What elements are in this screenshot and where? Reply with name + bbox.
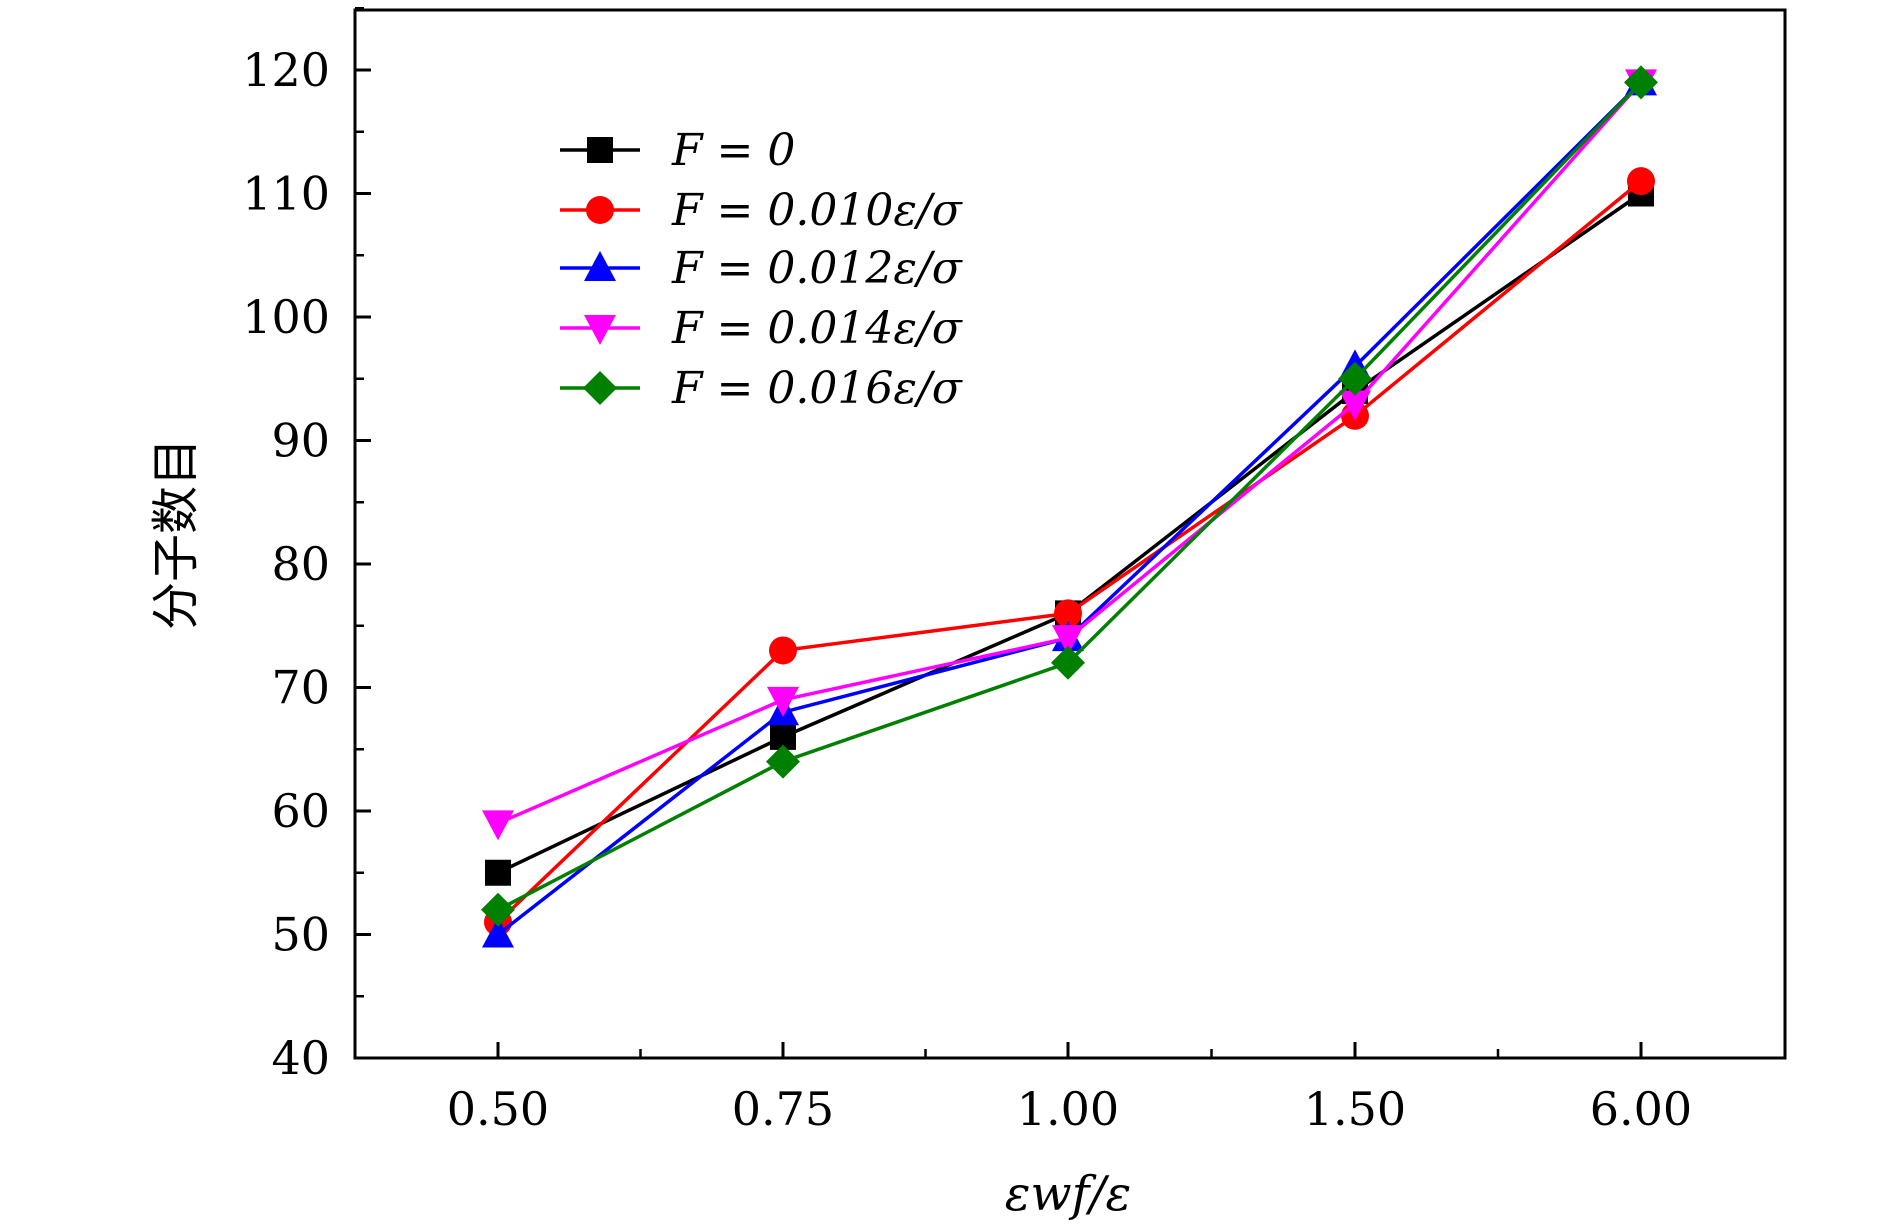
legend-marker [584, 251, 616, 281]
y-tick-label: 90 [271, 414, 330, 468]
series-line [497, 192, 1642, 875]
legend-label: F = 0.010ε/σ [671, 185, 964, 236]
series-1 [485, 180, 1654, 886]
x-tick-label: 6.00 [1590, 1082, 1692, 1136]
data-point [1338, 361, 1372, 396]
data-point [1339, 390, 1371, 421]
legend-marker [584, 315, 616, 345]
series-layer [481, 65, 1658, 948]
x-axis-title: εwf/ε [1005, 1166, 1132, 1222]
y-tick-label: 110 [242, 167, 330, 221]
x-tick-label: 0.50 [447, 1082, 549, 1136]
series-line [497, 81, 1643, 825]
series-3 [482, 65, 1657, 948]
series-2 [484, 167, 1655, 937]
legend-item-4: F = 0.014ε/σ [560, 303, 964, 354]
y-tick-label: 70 [271, 661, 330, 715]
legend-item-5: F = 0.016ε/σ [560, 363, 964, 414]
legend-marker [587, 137, 613, 163]
data-point [767, 686, 799, 717]
plot-frame [353, 8, 1787, 1060]
y-tick-label: 100 [242, 290, 330, 344]
series-5 [481, 65, 1658, 927]
series-line [496, 179, 1643, 924]
y-tick-label: 40 [271, 1031, 330, 1085]
series-line [496, 81, 1643, 936]
data-point [1051, 645, 1085, 680]
legend-label: F = 0.014ε/σ [671, 303, 964, 354]
series-4 [482, 69, 1657, 841]
x-tick-label: 1.50 [1304, 1082, 1406, 1136]
legend-label: F = 0.016ε/σ [671, 363, 964, 414]
y-tick-label: 60 [271, 784, 330, 838]
data-point [481, 892, 515, 927]
legend-marker [583, 371, 617, 405]
data-point [482, 917, 514, 948]
data-point [1052, 625, 1084, 656]
x-tick-label: 1.00 [1017, 1082, 1119, 1136]
legend-item-1: F = 0 [560, 125, 795, 176]
data-point [1627, 167, 1655, 196]
y-tick-label: 120 [242, 43, 330, 97]
legend: F = 0 F = 0.010ε/σ F = 0.012ε/σ F = 0.014ε/… [560, 125, 964, 414]
y-axis-title: 分子数目 [148, 438, 204, 630]
x-tick-label: 0.75 [732, 1082, 834, 1136]
data-point [1054, 599, 1082, 628]
legend-item-2: F = 0.010ε/σ [560, 185, 964, 236]
y-tick-label: 80 [271, 537, 330, 591]
data-point [769, 636, 797, 665]
data-point [766, 744, 800, 779]
legend-marker [586, 196, 614, 224]
data-point [485, 859, 511, 886]
data-point [1624, 65, 1658, 100]
legend-item-3: F = 0.012ε/σ [560, 243, 964, 294]
legend-label: F = 0.012ε/σ [671, 243, 964, 294]
legend-label: F = 0 [671, 125, 795, 176]
data-point [482, 810, 514, 841]
axes-layer: 40 50 60 70 80 90 100 110 120 0.50 0.75 1.00 1.50 6.0… [242, 7, 1787, 1136]
y-tick-label: 50 [271, 908, 330, 962]
series-line [497, 81, 1643, 912]
